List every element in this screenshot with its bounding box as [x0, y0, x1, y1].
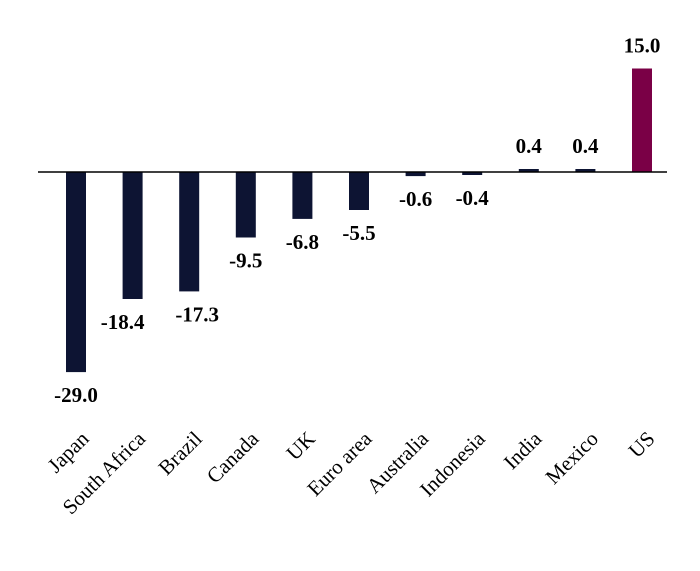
category-label-japan: Japan	[43, 426, 94, 477]
bar-indonesia	[462, 172, 483, 175]
category-label-india: India	[499, 426, 547, 474]
bar-japan	[66, 172, 86, 373]
value-label-mexico: 0.4	[572, 134, 599, 158]
bars-group	[66, 68, 652, 373]
value-label-indonesia: -0.4	[456, 186, 490, 210]
value-label-canada: -9.5	[229, 249, 262, 273]
bar-south-africa	[122, 172, 143, 299]
value-label-japan: -29.0	[54, 383, 98, 407]
value-label-brazil: -17.3	[175, 302, 219, 326]
value-label-uk: -6.8	[286, 230, 319, 254]
value-label-euro-area: -5.5	[342, 221, 375, 245]
category-label-uk: UK	[282, 427, 320, 465]
value-label-australia: -0.6	[399, 187, 432, 211]
value-label-india: 0.4	[516, 134, 543, 158]
bar-uk	[292, 172, 313, 219]
bar-canada	[235, 172, 256, 238]
category-label-us: US	[624, 427, 660, 463]
bar-india	[518, 169, 539, 172]
bar-australia	[405, 172, 426, 177]
value-labels-group: -29.0 -18.4 -17.3 -9.5 -6.8 -5.5 -0.6 -0.4 0.4 0.…	[54, 34, 660, 408]
bar-brazil	[179, 172, 200, 292]
bar-us	[632, 68, 652, 172]
bar-mexico	[575, 169, 596, 172]
category-label-canada: Canada	[202, 426, 264, 488]
value-label-us: 15.0	[624, 34, 661, 58]
category-label-mexico: Mexico	[541, 427, 603, 489]
value-label-south-africa: -18.4	[101, 310, 145, 334]
category-label-brazil: Brazil	[153, 426, 206, 479]
bar-euro-area	[349, 172, 369, 210]
